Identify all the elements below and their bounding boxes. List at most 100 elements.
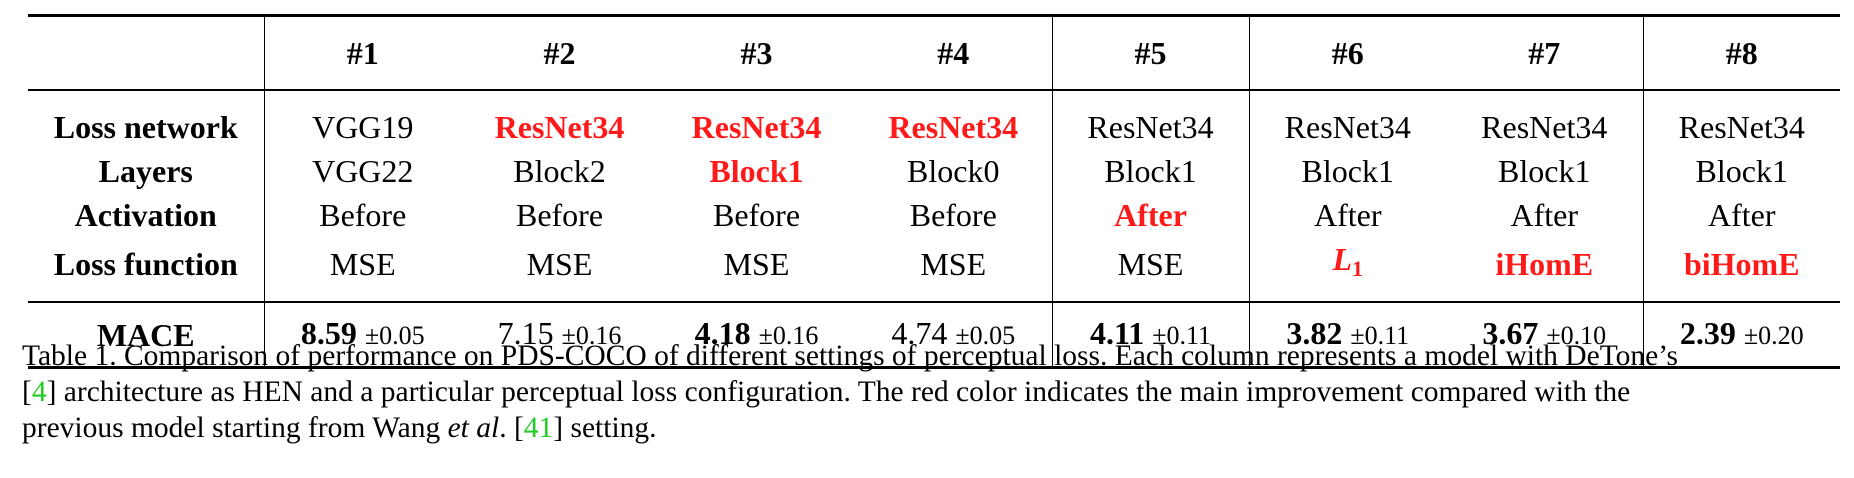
mace-row: MACE 8.59 ±0.05 7.15 ±0.16 4.18 ±0.16 4.74 ±… bbox=[28, 303, 1840, 368]
header-row: #1 #2 #3 #4 #5 #6 #7 #8 bbox=[28, 17, 1840, 90]
cell-text: Block1 bbox=[709, 153, 804, 189]
cell-text: MSE bbox=[329, 246, 396, 282]
cell-text: Before bbox=[515, 197, 604, 233]
table-cell: iHomE bbox=[1446, 237, 1643, 302]
mace-value: 7.15 bbox=[497, 315, 554, 351]
mace-cell: 3.67 ±0.10 bbox=[1446, 303, 1643, 368]
table-cell: After bbox=[1642, 193, 1840, 237]
row-label: Activation bbox=[74, 197, 217, 233]
table-cell: MSE bbox=[263, 237, 461, 302]
column-header: #1 bbox=[263, 17, 461, 90]
caption-text: ] setting. bbox=[553, 412, 657, 444]
column-header: #6 bbox=[1248, 17, 1446, 90]
mace-std: ±0.10 bbox=[1546, 321, 1607, 350]
mace-value: 3.67 bbox=[1482, 315, 1539, 351]
table-cell: ResNet34 bbox=[1642, 91, 1840, 149]
table-cell: ResNet34 bbox=[461, 91, 658, 149]
caption-text: previous model starting from Wang bbox=[22, 412, 448, 444]
table-cell: biHomE bbox=[1642, 237, 1840, 302]
caption-line-2: [4] architecture as HEN and a particular… bbox=[22, 374, 1842, 410]
citation-link-41[interactable]: 41 bbox=[523, 412, 554, 444]
caption-text: ] architecture as HEN and a particular p… bbox=[46, 376, 1631, 408]
mace-value: 3.82 bbox=[1286, 315, 1343, 351]
table-cell: VGG19 bbox=[263, 91, 461, 149]
cell-text: MSE bbox=[526, 246, 593, 282]
cell-text: After bbox=[1510, 197, 1578, 233]
table-row: Loss function MSE MSE MSE MSE MSE L1 iHomE biHom… bbox=[28, 237, 1840, 302]
cell-text: ResNet34 bbox=[1284, 109, 1411, 145]
column-header: #2 bbox=[543, 35, 576, 71]
cell-subscript: 1 bbox=[1352, 256, 1364, 281]
table-cell: Before bbox=[658, 193, 855, 237]
table-cell: Block1 bbox=[1642, 149, 1840, 193]
cell-text: ResNet34 bbox=[1678, 109, 1805, 145]
cell-text: Before bbox=[909, 197, 997, 233]
table-cell: Before bbox=[855, 193, 1052, 237]
cell-text: Block1 bbox=[1695, 153, 1788, 189]
table-cell: ResNet34 bbox=[855, 91, 1052, 149]
table-row: Layers VGG22 Block2 Block1 Block0 Block1 Block… bbox=[28, 149, 1840, 193]
mace-std: ±0.05 bbox=[364, 321, 425, 350]
table-cell: Block2 bbox=[461, 149, 658, 193]
citation-link-4[interactable]: 4 bbox=[31, 376, 47, 408]
table-cell: Block1 bbox=[658, 149, 855, 193]
table-cell: Before bbox=[263, 193, 461, 237]
cell-text: VGG19 bbox=[312, 109, 414, 145]
cell-text: Block0 bbox=[907, 153, 1000, 189]
table-cell: VGG22 bbox=[263, 149, 461, 193]
cell-text: VGG22 bbox=[312, 153, 414, 189]
results-table: #1 #2 #3 #4 #5 #6 #7 #8 Loss network VGG19 ResNet… bbox=[28, 14, 1840, 370]
cell-text: L bbox=[1332, 241, 1353, 277]
table-cell: ResNet34 bbox=[658, 91, 855, 149]
table-cell: ResNet34 bbox=[1248, 91, 1446, 149]
cell-text: ResNet34 bbox=[1087, 109, 1214, 145]
caption-line-1: Table 1. Comparison of performance on PD… bbox=[22, 340, 1678, 372]
mace-cell: 7.15 ±0.16 bbox=[461, 303, 658, 368]
table-cell: MSE bbox=[1051, 237, 1249, 302]
cell-text: Before bbox=[712, 197, 801, 233]
mace-std: ±0.16 bbox=[561, 321, 622, 350]
cell-text: After bbox=[1313, 197, 1382, 233]
table-cell: MSE bbox=[658, 237, 855, 302]
cell-text: ResNet34 bbox=[1481, 109, 1608, 145]
cell-text: After bbox=[1707, 197, 1776, 233]
caption-bracket: [ bbox=[22, 376, 32, 408]
cell-text: MSE bbox=[1117, 246, 1184, 282]
cell-text: After bbox=[1114, 197, 1187, 233]
column-header: #3 bbox=[740, 35, 773, 71]
caption-text: . [ bbox=[499, 412, 524, 444]
mace-std: ±0.16 bbox=[758, 321, 819, 350]
table-cell: Block1 bbox=[1248, 149, 1446, 193]
mace-value: 2.39 bbox=[1679, 315, 1736, 351]
cell-text: Block1 bbox=[1104, 153, 1197, 189]
table-cell: After bbox=[1051, 193, 1249, 237]
column-header: #4 bbox=[937, 35, 970, 71]
mace-cell: 2.39 ±0.20 bbox=[1642, 303, 1840, 368]
mace-std: ±0.05 bbox=[955, 321, 1016, 350]
cell-text: Block1 bbox=[1498, 153, 1591, 189]
top-rule bbox=[28, 14, 1840, 18]
table-cell: MSE bbox=[461, 237, 658, 302]
cell-text: Block2 bbox=[513, 153, 606, 189]
mace-cell: 4.11 ±0.11 bbox=[1051, 303, 1249, 368]
table-cell: ResNet34 bbox=[1446, 91, 1643, 149]
mace-cell: 3.82 ±0.11 bbox=[1248, 303, 1446, 368]
table-cell: MSE bbox=[855, 237, 1052, 302]
column-header: #8 bbox=[1642, 17, 1840, 90]
table-row: Activation Before Before Before Before After A… bbox=[28, 193, 1840, 237]
results-table-container: #1 #2 #3 #4 #5 #6 #7 #8 Loss network VGG19 ResNet… bbox=[28, 14, 1840, 370]
caption-line-3: previous model starting from Wang et al.… bbox=[22, 410, 1842, 446]
cell-text: biHomE bbox=[1683, 246, 1800, 282]
bottom-rule bbox=[28, 366, 1840, 370]
table-caption: Table 1. Comparison of performance on PD… bbox=[22, 338, 1842, 446]
mace-value: 4.74 bbox=[891, 315, 948, 351]
table-cell: Before bbox=[461, 193, 658, 237]
table-row: Loss network VGG19 ResNet34 ResNet34 ResNet3… bbox=[28, 91, 1840, 149]
mace-cell: 4.74 ±0.05 bbox=[855, 303, 1052, 368]
table-cell: Block0 bbox=[855, 149, 1052, 193]
cell-text: ResNet34 bbox=[888, 109, 1019, 145]
row-label: Layers bbox=[98, 153, 193, 189]
mace-cell: 8.59 ±0.05 bbox=[263, 303, 461, 368]
row-label: MACE bbox=[96, 316, 195, 353]
row-label: Loss function bbox=[53, 246, 238, 282]
